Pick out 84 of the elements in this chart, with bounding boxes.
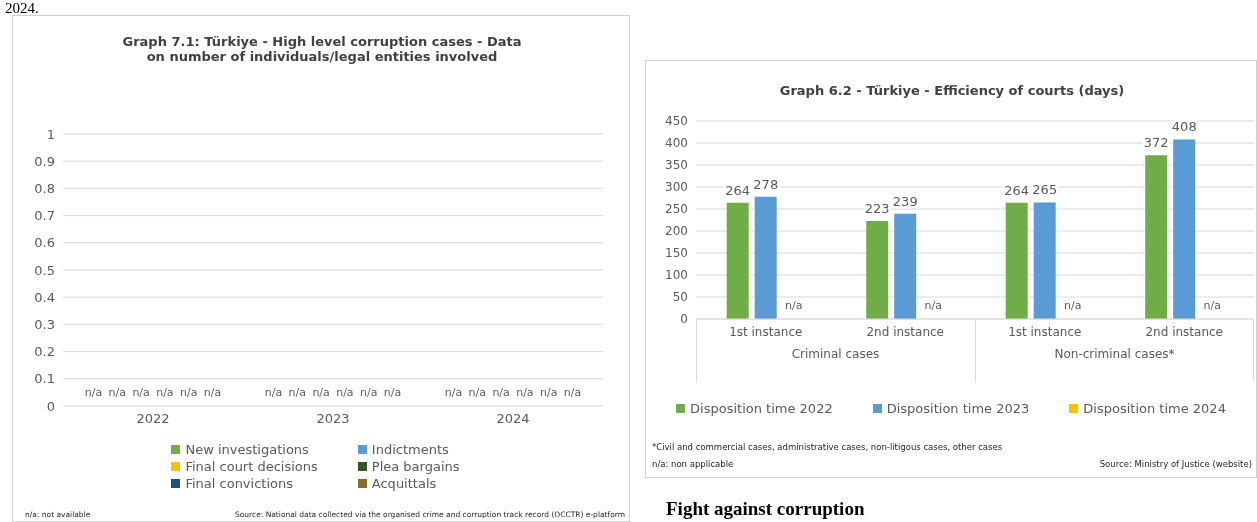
y-tick-label: 0.3 — [34, 317, 55, 333]
y-tick-label: 350 — [665, 158, 688, 173]
bar — [1033, 202, 1056, 319]
y-tick-label: 400 — [665, 136, 688, 151]
y-tick-label: 250 — [665, 202, 688, 217]
x-tick-label: 2024 — [496, 411, 530, 427]
text: n/a — [1203, 299, 1221, 312]
text: n/a — [84, 386, 103, 399]
text: n/a — [312, 386, 330, 399]
bar — [894, 213, 917, 319]
data-label: 278 — [752, 176, 780, 192]
y-tick-label: 0.9 — [34, 153, 55, 169]
legend-label: Acquittals — [371, 476, 437, 491]
text: n/a — [156, 386, 174, 399]
text: 2024. — [5, 0, 39, 17]
data-label: 408 — [1170, 119, 1198, 135]
chart-title: Graph 6.2 - Türkiye - Efficiency of courts (days) — [778, 83, 1126, 98]
y-tick-label: 0 — [46, 398, 55, 414]
text: n/a: non applicable — [652, 459, 734, 469]
bar — [1145, 155, 1168, 319]
y-tick-label: 100 — [665, 268, 688, 283]
text: n/a — [468, 386, 487, 399]
y-tick-label: 0.8 — [34, 181, 55, 197]
text: Fight against corruption — [666, 498, 865, 520]
legend-label: Disposition time 2023 — [886, 401, 1030, 416]
data-label: 264 — [1003, 182, 1031, 198]
text: n/a — [336, 386, 354, 399]
y-tick-label: 0.5 — [34, 262, 55, 278]
text: n/a — [203, 386, 222, 399]
legend-label: Disposition time 2024 — [1083, 401, 1226, 416]
legend-label: Plea bargains — [371, 459, 460, 474]
y-tick-label: 50 — [672, 290, 688, 305]
text: n/a — [492, 386, 510, 399]
y-tick-label: 0.2 — [34, 344, 55, 360]
y-tick-label: 0.6 — [34, 235, 55, 251]
y-tick-label: 0.7 — [34, 208, 55, 224]
bar — [866, 220, 889, 319]
text: n/a — [516, 386, 534, 399]
y-tick-label: 200 — [665, 224, 688, 239]
legend-label: Final convictions — [185, 476, 293, 491]
data-label: 265 — [1031, 182, 1059, 198]
y-tick-label: 450 — [665, 114, 688, 129]
x-tick-label: 1st instance — [729, 324, 803, 339]
text: n/a — [1064, 299, 1082, 312]
legend-label: Disposition time 2022 — [690, 401, 833, 416]
data-label: 239 — [891, 193, 919, 209]
data-label: 264 — [724, 182, 752, 198]
source-note: Source: Ministry of Justice (website) — [1099, 459, 1252, 469]
x-tick-label: 1st instance — [1008, 324, 1082, 339]
text: n/a — [132, 386, 150, 399]
legend-label: New investigations — [185, 442, 309, 457]
text: n/a — [924, 299, 942, 312]
text: *Civil and commercial cases, administrative cases, non-litigous cases, other cases — [652, 442, 1003, 452]
y-tick-label: 0.4 — [34, 289, 55, 305]
x-tick-label: 2nd instance — [1145, 324, 1224, 339]
bar — [754, 196, 777, 319]
text: n/a — [785, 299, 803, 312]
text: Criminal cases — [790, 347, 881, 361]
text: n/a — [179, 386, 198, 399]
text: n/a — [108, 386, 127, 399]
text: n/a — [264, 386, 283, 399]
text: n/a — [563, 386, 582, 399]
text: n/a — [383, 386, 402, 399]
y-tick-label: 150 — [665, 246, 688, 261]
y-tick-label: 300 — [665, 180, 688, 195]
y-tick-label: 0.1 — [34, 371, 55, 387]
legend-label: Indictments — [371, 442, 449, 457]
x-tick-label: 2nd instance — [866, 324, 945, 339]
y-tick-label: 1 — [46, 126, 55, 142]
text: n/a — [288, 386, 307, 399]
text: Non-criminal cases* — [1053, 347, 1176, 361]
bar — [1173, 139, 1196, 319]
bar — [726, 202, 749, 319]
x-tick-label: 2023 — [316, 411, 350, 427]
y-tick-label: 0 — [680, 312, 688, 327]
text: n/a — [444, 386, 463, 399]
bar — [1005, 202, 1028, 319]
text: n/a — [359, 386, 378, 399]
x-tick-label: 2022 — [136, 411, 170, 427]
data-label: 372 — [1142, 135, 1170, 151]
chart-title: Graph 7.1: Türkiye - High level corruption cases - Data on number of individuals/legal entities involved — [121, 34, 523, 64]
data-label: 223 — [863, 200, 891, 216]
legend-label: Final court decisions — [185, 459, 318, 474]
text: n/a — [539, 386, 558, 399]
